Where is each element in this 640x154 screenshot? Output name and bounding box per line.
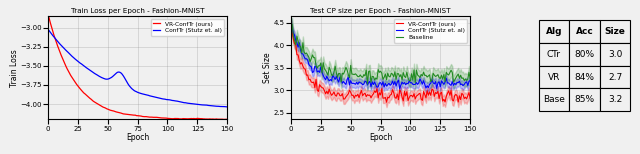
Title: Train Loss per Epoch - Fashion-MNIST: Train Loss per Epoch - Fashion-MNIST	[71, 8, 204, 14]
VR-ConfTr (ours)	[221, 118, 228, 120]
ConfTr (Stutz et. al)	[351, 83, 358, 85]
Baseline	[403, 71, 411, 73]
VR-ConfTr (ours)	[131, 114, 139, 116]
X-axis label: Epoch: Epoch	[369, 133, 392, 142]
VR-ConfTr (ours)	[44, 13, 52, 15]
ConfTr (Stutz et. al)	[170, 100, 177, 101]
ConfTr (Stutz et. al)	[157, 98, 165, 99]
VR-ConfTr (ours)	[383, 101, 390, 103]
VR-ConfTr (ours)	[108, 110, 115, 111]
ConfTr (Stutz et. al)	[131, 90, 139, 92]
Baseline	[377, 70, 385, 72]
VR-ConfTr (ours)	[153, 116, 161, 118]
VR-ConfTr (ours)	[402, 95, 410, 97]
VR-ConfTr (ours)	[287, 24, 295, 26]
Y-axis label: Train Loss: Train Loss	[10, 49, 19, 87]
Baseline	[364, 83, 371, 85]
Baseline	[287, 25, 295, 27]
VR-ConfTr (ours)	[374, 97, 382, 99]
Line: VR-ConfTr (ours): VR-ConfTr (ours)	[291, 25, 470, 102]
ConfTr (Stutz et. al)	[287, 21, 295, 23]
ConfTr (Stutz et. al)	[374, 86, 382, 88]
VR-ConfTr (ours)	[220, 118, 227, 120]
ConfTr (Stutz et. al)	[396, 88, 404, 90]
VR-ConfTr (ours)	[351, 97, 358, 99]
Y-axis label: Set Size: Set Size	[263, 53, 272, 83]
Legend: VR-ConfTr (ours), ConfTr (Stutz et. al), Baseline: VR-ConfTr (ours), ConfTr (Stutz et. al),…	[394, 19, 467, 43]
ConfTr (Stutz et. al)	[397, 84, 404, 86]
ConfTr (Stutz et. al)	[467, 79, 474, 81]
VR-ConfTr (ours)	[467, 98, 474, 100]
Baseline	[465, 71, 473, 73]
X-axis label: Epoch: Epoch	[126, 133, 149, 142]
Baseline	[351, 73, 359, 75]
ConfTr (Stutz et. al)	[220, 106, 227, 107]
ConfTr (Stutz et. al)	[108, 77, 115, 78]
Baseline	[398, 79, 406, 81]
ConfTr (Stutz et. al)	[44, 28, 52, 30]
ConfTr (Stutz et. al)	[153, 97, 161, 98]
ConfTr (Stutz et. al)	[223, 106, 231, 108]
VR-ConfTr (ours)	[397, 91, 404, 93]
Line: ConfTr (Stutz et. al): ConfTr (Stutz et. al)	[291, 22, 470, 89]
Legend: VR-ConfTr (ours), ConfTr (Stutz et. al): VR-ConfTr (ours), ConfTr (Stutz et. al)	[151, 19, 225, 36]
VR-ConfTr (ours)	[414, 94, 422, 96]
ConfTr (Stutz et. al)	[414, 83, 422, 85]
VR-ConfTr (ours)	[464, 95, 472, 97]
Title: Test CP size per Epoch - Fashion-MNIST: Test CP size per Epoch - Fashion-MNIST	[310, 8, 451, 14]
Baseline	[467, 78, 474, 80]
Baseline	[415, 75, 422, 77]
VR-ConfTr (ours)	[170, 118, 177, 120]
ConfTr (Stutz et. al)	[402, 84, 410, 86]
Line: VR-ConfTr (ours): VR-ConfTr (ours)	[48, 14, 227, 119]
Line: Baseline: Baseline	[291, 24, 470, 84]
ConfTr (Stutz et. al)	[464, 85, 472, 86]
Line: ConfTr (Stutz et. al): ConfTr (Stutz et. al)	[48, 29, 227, 107]
VR-ConfTr (ours)	[157, 117, 165, 119]
Baseline	[288, 23, 296, 25]
VR-ConfTr (ours)	[223, 118, 231, 120]
